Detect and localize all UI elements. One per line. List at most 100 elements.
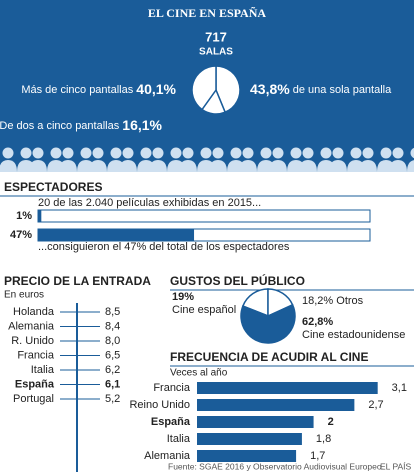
- head: [290, 147, 302, 159]
- head: [2, 147, 14, 159]
- category: Cine español: [172, 304, 236, 316]
- pie-label: De dos a cinco pantallas 16,1%: [0, 117, 163, 133]
- head: [152, 147, 164, 159]
- category: Italia: [167, 433, 191, 445]
- value-label: 8,4: [105, 320, 120, 332]
- head: [350, 147, 362, 159]
- value-label: 43,8%: [250, 81, 290, 97]
- pie-slice: [240, 303, 296, 344]
- bar: [197, 382, 378, 394]
- value-label: 3,1: [392, 382, 407, 394]
- head: [62, 147, 74, 159]
- category: Alemania: [8, 320, 55, 332]
- shoulders: [179, 160, 197, 172]
- bar-track: [37, 209, 371, 223]
- pie-label: Más de cinco pantallas 40,1%: [21, 81, 176, 97]
- pie-label: 43,8% de una sola pantalla: [250, 81, 392, 97]
- shoulders: [269, 160, 287, 172]
- shoulders: [299, 160, 317, 172]
- head: [110, 147, 122, 159]
- head: [80, 147, 92, 159]
- head: [50, 147, 62, 159]
- head: [140, 147, 152, 159]
- value-label: 19%: [172, 291, 194, 303]
- shoulders: [149, 160, 167, 172]
- category: R. Unido: [11, 335, 54, 347]
- category: España: [151, 416, 191, 428]
- value-label: 16,1%: [122, 117, 162, 133]
- category: De dos a cinco pantallas: [0, 120, 120, 132]
- bar: [38, 229, 195, 241]
- shoulders: [0, 160, 17, 172]
- value-label: 18,2%: [302, 295, 333, 307]
- head: [20, 147, 32, 159]
- title: EL CINE EN ESPAÑA: [148, 6, 266, 20]
- head: [332, 147, 344, 159]
- bar: [197, 399, 355, 411]
- category: Portugal: [13, 393, 54, 405]
- value-label: 6,1: [105, 378, 120, 390]
- value-label: 6,5: [105, 349, 120, 361]
- value-label: 47%: [10, 229, 32, 241]
- pie-slice: [191, 65, 217, 111]
- pie-total: 717: [205, 29, 227, 44]
- value-label: 5,2: [105, 393, 120, 405]
- value-label: 62,8%: [302, 316, 333, 328]
- section-title: ESPECTADORES: [4, 180, 102, 194]
- head: [362, 147, 374, 159]
- shoulders: [389, 160, 407, 172]
- category: de una sola pantalla: [293, 84, 392, 96]
- category: Otros: [336, 295, 363, 307]
- value-label: 2: [328, 416, 334, 428]
- head: [380, 147, 392, 159]
- bar: [197, 450, 297, 462]
- category: Alemania: [144, 450, 191, 462]
- shoulders: [29, 160, 47, 172]
- value-label: 1,7: [310, 450, 325, 462]
- value-label: 1,8: [316, 433, 331, 445]
- head: [122, 147, 134, 159]
- shoulders: [359, 160, 377, 172]
- annotation: 20 de las 2.040 películas exhibidas en 2…: [38, 197, 261, 209]
- pie-slice: [215, 65, 241, 114]
- bar: [197, 416, 314, 428]
- head: [212, 147, 224, 159]
- value-label: 2,7: [368, 399, 383, 411]
- pie-total-unit: SALAS: [199, 47, 233, 58]
- crowd: [0, 147, 414, 172]
- head: [272, 147, 284, 159]
- shoulders: [119, 160, 137, 172]
- head: [320, 147, 332, 159]
- head: [230, 147, 242, 159]
- shoulders: [209, 160, 227, 172]
- annotation: ...consiguieron el 47% del total de los …: [38, 241, 290, 253]
- shoulders: [89, 160, 107, 172]
- section-title: FRECUENCIA DE ACUDIR AL CINE: [170, 350, 368, 364]
- category: Reino Unido: [129, 399, 190, 411]
- shoulders: [239, 160, 257, 172]
- head: [392, 147, 404, 159]
- bar: [197, 433, 302, 445]
- category: Más de cinco pantallas: [21, 84, 133, 96]
- head: [260, 147, 272, 159]
- head: [302, 147, 314, 159]
- source: Fuente: SGAE 2016 y Observatorio Audiovi…: [168, 461, 384, 471]
- category: Francia: [17, 349, 55, 361]
- brand: EL PAÍS: [380, 461, 412, 471]
- category: Cine estadounidense: [302, 329, 405, 341]
- shoulders: [407, 160, 414, 172]
- subtitle: Veces al año: [170, 368, 228, 379]
- head: [32, 147, 44, 159]
- head: [410, 147, 414, 159]
- pie-label: 18,2% Otros: [302, 295, 364, 307]
- value-label: 8,5: [105, 306, 120, 318]
- head: [170, 147, 182, 159]
- category: Italia: [31, 364, 55, 376]
- head: [182, 147, 194, 159]
- head: [92, 147, 104, 159]
- head: [200, 147, 212, 159]
- category: España: [15, 378, 55, 390]
- section-title: PRECIO DE LA ENTRADA: [4, 274, 151, 288]
- shoulders: [329, 160, 347, 172]
